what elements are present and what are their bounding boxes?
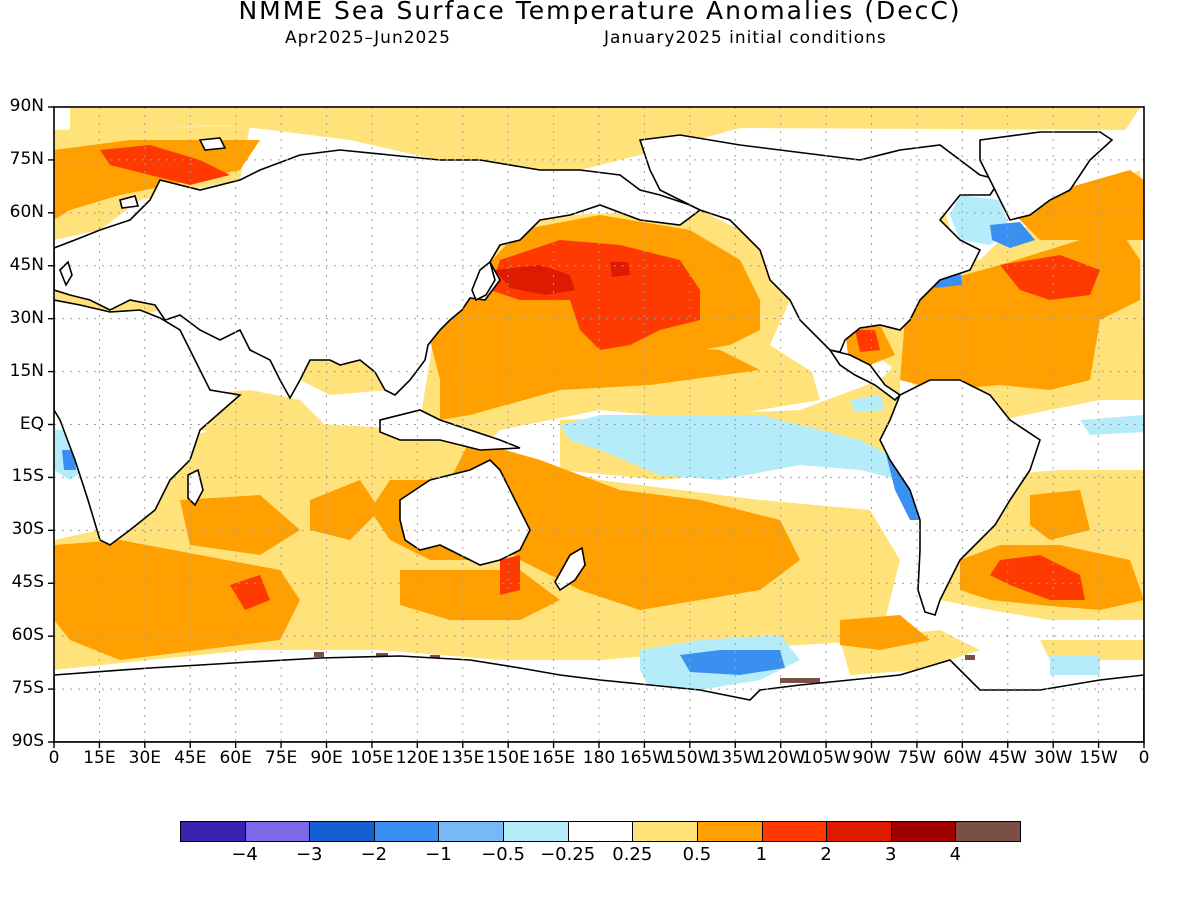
landmass-australia (399, 459, 531, 566)
colorbar-swatch (696, 821, 763, 842)
lon-tick-label: 45W (988, 748, 1027, 768)
lon-tick-label: 0 (1138, 748, 1150, 768)
lon-tick-label: 150W (665, 748, 715, 768)
lat-tick-label: 15S (11, 466, 44, 487)
initial-conditions: January2025 initial conditions (604, 28, 887, 48)
colorbar-label: 1 (755, 844, 768, 865)
lon-tick-label: 180 (582, 748, 616, 768)
lon-tick-label: 135W (710, 748, 760, 768)
forecast-period: Apr2025–Jun2025 (285, 28, 451, 48)
colorbar-swatch (632, 821, 698, 842)
lat-tick-label: EQ (19, 413, 44, 434)
lat-tick-label: 75N (9, 148, 44, 169)
anomaly-layer-neg-0-25 (54, 195, 1144, 690)
colorbar-swatch (503, 821, 569, 842)
colorbar-swatch (244, 821, 311, 842)
colorbar-swatch (826, 821, 892, 842)
lon-tick-label: 150E (486, 748, 530, 768)
lon-tick-label: 105W (801, 748, 851, 768)
colorbar-swatch (761, 821, 828, 842)
lon-tick-label: 45E (174, 748, 207, 768)
lat-tick-label: 90S (11, 731, 44, 751)
lon-tick-label: 105E (350, 748, 394, 768)
lon-tick-label: 60W (943, 748, 982, 768)
lat-tick-label: 75S (11, 678, 44, 699)
lat-tick-label: 45N (9, 254, 44, 275)
landmass-iceland (119, 195, 140, 209)
lat-tick-label: 45S (11, 572, 44, 593)
lat-tick-label: 60S (11, 625, 44, 646)
lon-tick-label: 165E (531, 748, 576, 768)
colorbar-label: 2 (820, 844, 832, 865)
lon-tick-label: 60E (219, 748, 252, 768)
lat-tick-label: 30N (9, 307, 44, 328)
landmass-madagascar (187, 468, 204, 507)
colorbar-label: −0.25 (540, 844, 596, 865)
lon-tick-label: 15W (1079, 748, 1118, 768)
colorbar-swatch (373, 821, 440, 842)
colorbar-label: −0.5 (481, 844, 525, 865)
colorbar-label: 0.5 (682, 844, 712, 865)
colorbar-label: 4 (949, 844, 962, 865)
lon-tick-label: 120W (756, 748, 806, 768)
lon-tick-label: 120E (395, 748, 439, 768)
colorbar-label: 3 (885, 844, 897, 865)
landmass-south-america (879, 379, 1041, 616)
colorbar-label: −2 (360, 844, 388, 865)
chart-title: NMME Sea Surface Temperature Anomalies (… (238, 0, 962, 25)
landmass-new-zealand (554, 546, 586, 592)
lat-tick-label: 90N (9, 96, 44, 116)
landmass-indonesia (379, 409, 521, 451)
axis-ticks (48, 106, 1145, 748)
landmass-uk (59, 260, 73, 287)
colorbar-swatch (890, 821, 957, 842)
lat-lon-gridlines (54, 107, 1144, 742)
colorbar-swatch (309, 821, 375, 842)
landmass-svalbard (198, 137, 227, 151)
landmass-central-america (828, 348, 902, 402)
lon-tick-label: 75E (264, 748, 298, 768)
lon-tick-label: 30W (1033, 748, 1073, 768)
colorbar-label: −4 (231, 844, 258, 865)
colorbar-label: 0.25 (612, 844, 653, 865)
landmass-japan (471, 260, 496, 302)
lat-tick-label: 30S (11, 519, 44, 540)
landmass-north-america (638, 134, 1002, 353)
colorbar-swatch (567, 821, 634, 842)
lon-tick-label: 90W (852, 748, 891, 768)
colorbar-label: −1 (425, 844, 452, 865)
colorbar-swatch (438, 821, 505, 842)
lon-tick-label: 30E (128, 748, 162, 768)
colorbar-swatch (955, 821, 1021, 842)
colorbar-swatch (180, 821, 246, 842)
lon-tick-label: 75W (897, 748, 937, 768)
lat-tick-label: 15N (9, 360, 44, 381)
lon-tick-label: 0 (48, 748, 60, 768)
lon-tick-label: 135E (441, 748, 485, 768)
lon-tick-label: 15E (83, 748, 116, 768)
lon-tick-label: 165W (619, 748, 670, 768)
colorbar-label: −3 (295, 844, 323, 865)
landmass-greenland (979, 131, 1114, 221)
lat-tick-label: 60N (9, 201, 44, 222)
lon-tick-label: 90E (310, 748, 343, 768)
